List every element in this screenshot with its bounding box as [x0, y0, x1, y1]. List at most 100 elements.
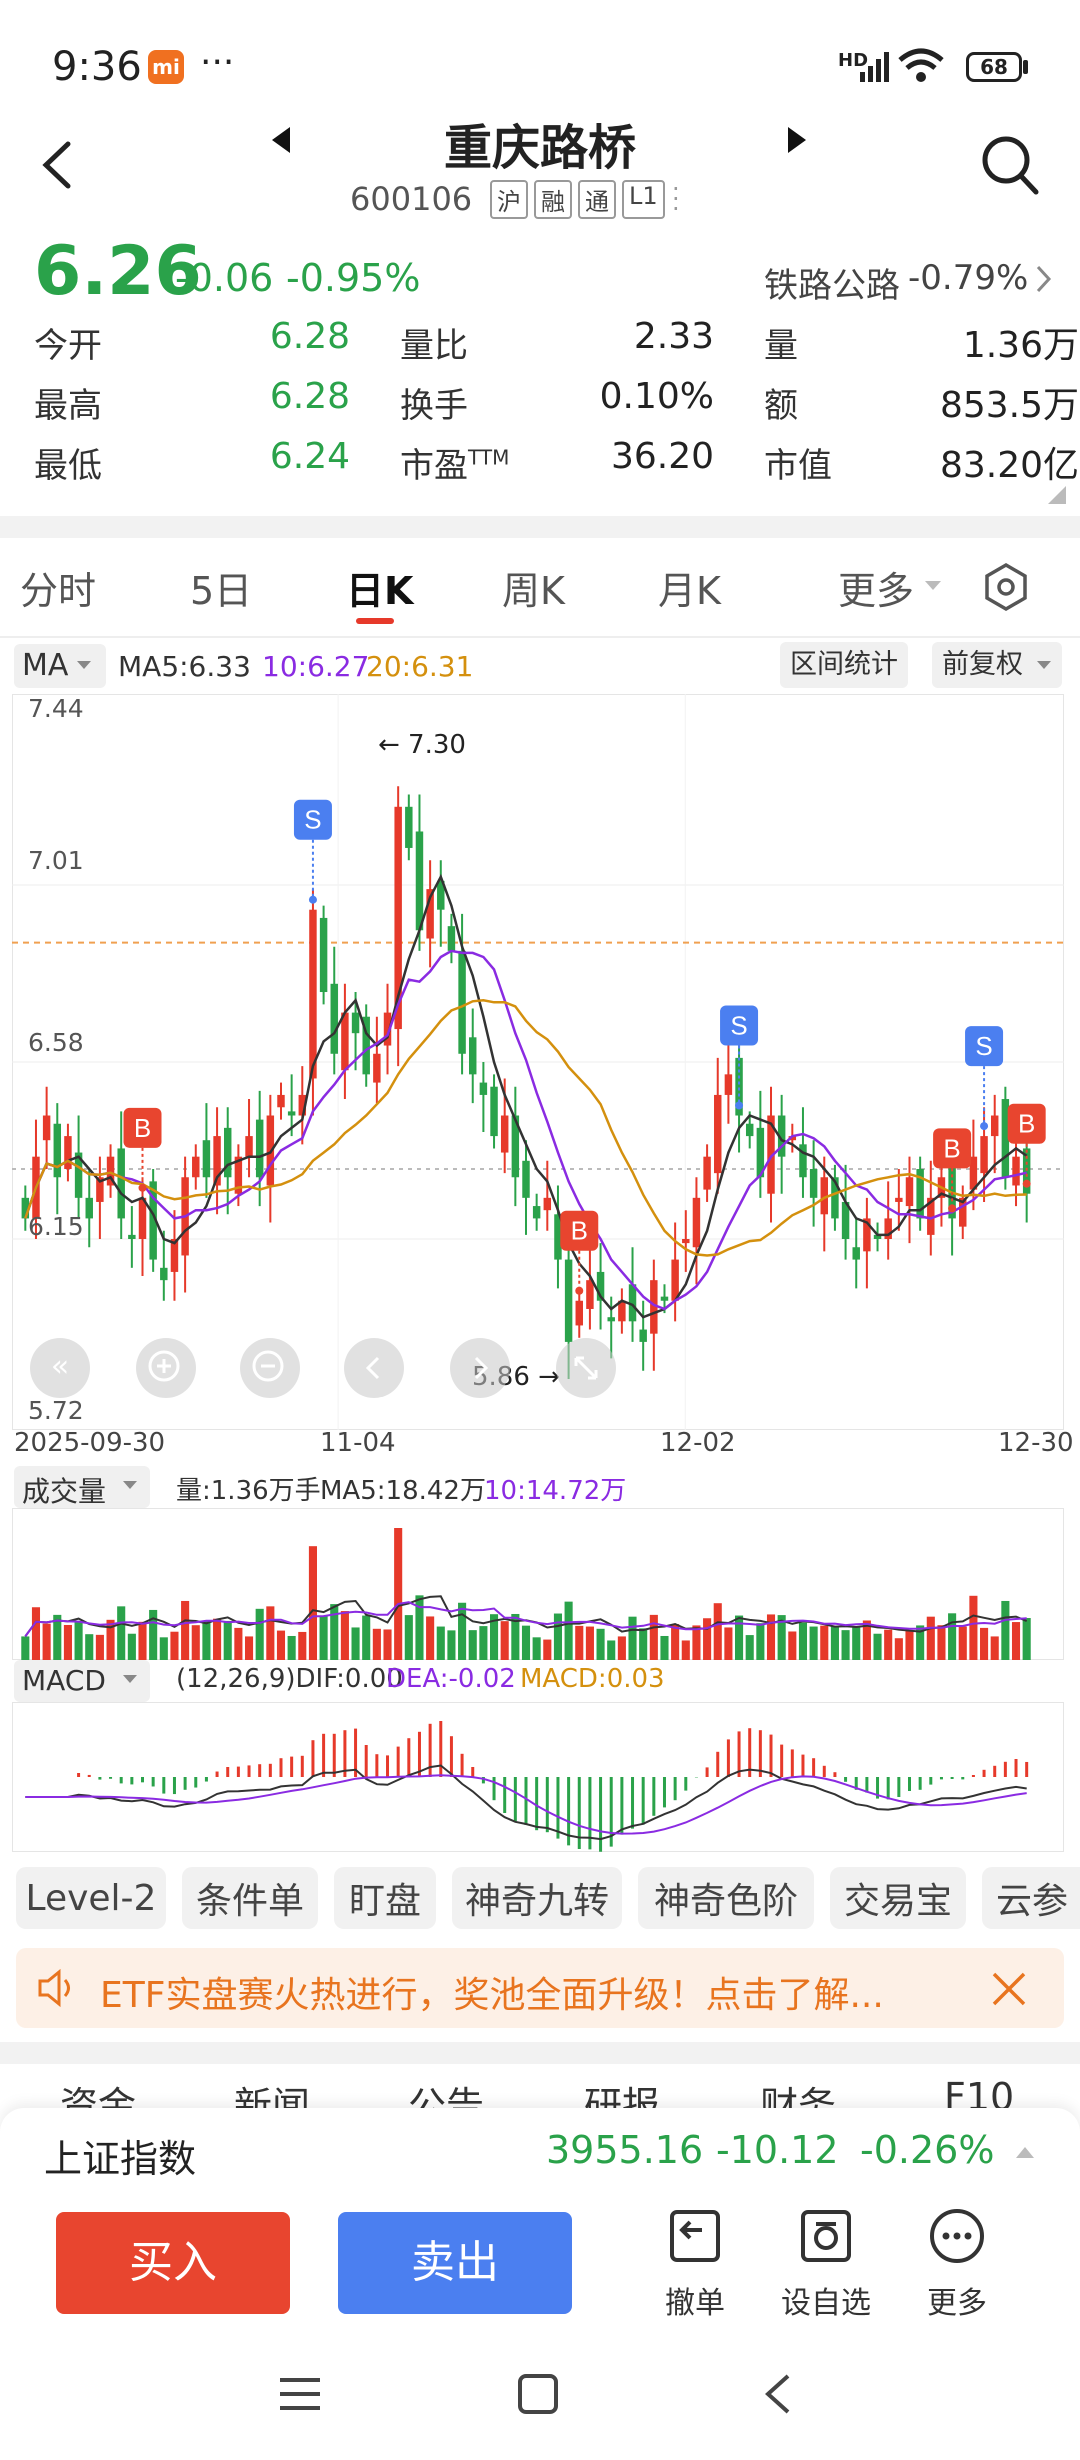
- watchlist-icon: [801, 2210, 851, 2262]
- next-stock-icon[interactable]: [784, 125, 808, 155]
- candle-body: [53, 1123, 62, 1178]
- caret-up-icon[interactable]: [1014, 2144, 1036, 2160]
- y-tick-0: 7.44: [28, 694, 84, 723]
- candle-body: [990, 1115, 999, 1137]
- tab-5day[interactable]: 5日: [190, 569, 253, 613]
- menu-nav-icon[interactable]: [276, 2374, 326, 2414]
- add-watchlist-button[interactable]: 设自选: [776, 2206, 876, 2336]
- chip-watch[interactable]: 盯盘: [334, 1867, 436, 1929]
- more-actions-button[interactable]: 更多: [912, 2206, 1002, 2336]
- candle-body: [330, 983, 338, 1054]
- label-pe: 市盈TTM: [400, 438, 509, 487]
- label-volume-ratio: 量比: [400, 326, 468, 366]
- settings-hex-icon[interactable]: [982, 562, 1030, 612]
- dea-line: [25, 1774, 1027, 1835]
- pan-left-icon: [365, 1356, 380, 1380]
- volume-bar: [447, 1630, 456, 1660]
- tab-monthly-k[interactable]: 月K: [658, 569, 721, 613]
- volume-bar: [777, 1615, 786, 1660]
- prev-stock-icon[interactable]: [270, 125, 294, 155]
- value-volume-ratio: 2.33: [633, 316, 714, 357]
- candle-body: [490, 1086, 498, 1137]
- back-icon[interactable]: [38, 140, 78, 190]
- volume-bar: [745, 1635, 754, 1660]
- candle-body: [522, 1160, 530, 1198]
- tab-more[interactable]: 更多: [838, 569, 915, 613]
- zoom-out-button[interactable]: [240, 1338, 300, 1398]
- volume-bar: [575, 1625, 584, 1660]
- promo-banner[interactable]: [16, 1948, 1064, 2028]
- current-price: 6.26: [34, 232, 202, 311]
- candle-body: [852, 1247, 860, 1260]
- speaker-icon: [38, 1968, 70, 2008]
- fullscreen-button[interactable]: [556, 1338, 616, 1398]
- candlestick-chart[interactable]: B S B S B S B: [12, 694, 1064, 1430]
- volume-bar: [191, 1625, 200, 1660]
- expand-corner-icon[interactable]: [1046, 484, 1068, 506]
- candle-body: [96, 1177, 104, 1202]
- candle-body: [447, 926, 456, 951]
- sell-button[interactable]: 卖出: [338, 2212, 572, 2314]
- tab-more-caret-icon[interactable]: [924, 580, 942, 592]
- candle-body: [511, 1115, 520, 1178]
- chip-level2[interactable]: Level-2: [16, 1867, 166, 1929]
- volume-bar: [585, 1626, 594, 1660]
- volume-bar: [564, 1601, 573, 1660]
- jump-start-button[interactable]: «: [30, 1338, 90, 1398]
- volume-bar: [340, 1611, 349, 1660]
- candle-body: [884, 1218, 892, 1239]
- tab-daily-k[interactable]: 日K: [346, 569, 414, 613]
- search-icon[interactable]: [980, 134, 1040, 196]
- chip-magic-color[interactable]: 神奇色阶: [638, 1867, 814, 1929]
- candle-body: [543, 1197, 552, 1211]
- chip-condition-order[interactable]: 条件单: [182, 1867, 318, 1929]
- buy-button[interactable]: 买入: [56, 2212, 290, 2314]
- stock-code: 600106: [350, 180, 473, 218]
- pan-right-button[interactable]: [450, 1338, 510, 1398]
- candle-body: [202, 1140, 211, 1178]
- chevron-right-icon[interactable]: [1034, 264, 1054, 294]
- sell-signal-label: S: [975, 1031, 992, 1061]
- volume-bar: [713, 1603, 722, 1660]
- volume-ma10-line: [24, 1601, 1027, 1637]
- candle-body: [287, 1111, 296, 1116]
- quote-grid: 今开 6.28 量比 2.33 量 1.36万 最高 6.28 换手 0.10%…: [34, 316, 1079, 498]
- volume-bar: [170, 1631, 179, 1660]
- chip-cloud[interactable]: 云参: [982, 1867, 1080, 1929]
- sector-pct[interactable]: -0.79%: [908, 258, 1029, 298]
- more-dots-icon: [930, 2209, 984, 2263]
- volume-selector[interactable]: [14, 1466, 150, 1508]
- chip-trade-treasure[interactable]: 交易宝: [830, 1867, 966, 1929]
- cancel-order-button[interactable]: 撤单: [650, 2206, 740, 2336]
- candle-body: [575, 1300, 583, 1326]
- tab-intraday[interactable]: 分时: [20, 569, 97, 613]
- back-nav-icon[interactable]: [760, 2372, 796, 2416]
- tab-weekly-k[interactable]: 周K: [502, 569, 565, 613]
- home-nav-icon[interactable]: [516, 2372, 560, 2416]
- volume-bar: [53, 1614, 62, 1660]
- banner-text[interactable]: ETF实盘赛火热进行，奖池全面升级！点击了解...: [100, 1975, 884, 2016]
- candle-body: [596, 1271, 605, 1301]
- battery-icon: 68: [966, 52, 1022, 82]
- zoom-in-button[interactable]: [136, 1338, 196, 1398]
- candle-body: [724, 1074, 733, 1095]
- volume-bar: [543, 1639, 552, 1660]
- range-stats-button[interactable]: 区间统计: [780, 642, 908, 688]
- macd-selector[interactable]: [14, 1660, 150, 1702]
- high-annotation: ← 7.30: [378, 730, 466, 760]
- sector-name[interactable]: 铁路公路: [764, 266, 900, 306]
- chip-magic-nine[interactable]: 神奇九转: [452, 1867, 622, 1929]
- adjust-button[interactable]: 前复权: [932, 642, 1062, 688]
- candle-body: [799, 1144, 807, 1178]
- volume-caret-icon: [123, 1481, 137, 1489]
- ma-selector[interactable]: [14, 644, 106, 688]
- candle-body: [863, 1218, 871, 1252]
- buy-signal-label: B: [571, 1216, 588, 1246]
- tag-more-icon[interactable]: · · ·: [672, 175, 680, 223]
- volume-readout: 量:1.36万手: [176, 1476, 321, 1506]
- index-change: -10.12: [716, 2128, 839, 2172]
- pan-left-button[interactable]: [344, 1338, 404, 1398]
- close-icon[interactable]: [990, 1970, 1028, 2008]
- signal-dot: [980, 1122, 989, 1131]
- index-name[interactable]: 上证指数: [44, 2137, 197, 2181]
